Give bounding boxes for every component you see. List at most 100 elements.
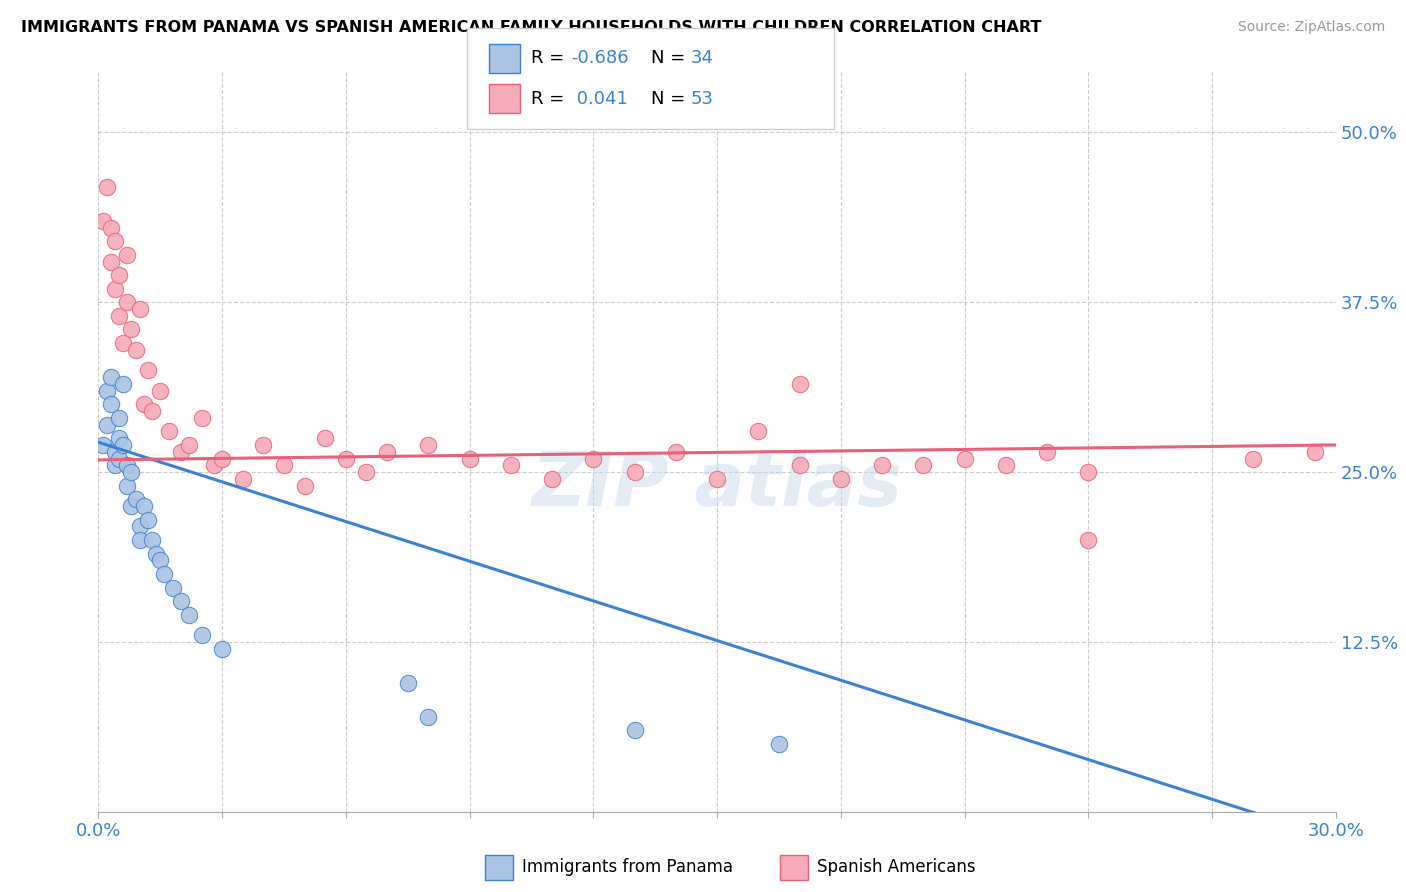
- Point: [91, 438, 114, 452]
- Point: [128, 302, 150, 317]
- Point: [541, 472, 564, 486]
- Point: [202, 458, 225, 473]
- Text: N =: N =: [651, 89, 690, 108]
- Point: [190, 410, 212, 425]
- Point: [128, 519, 150, 533]
- Point: [108, 451, 131, 466]
- Point: [170, 594, 193, 608]
- Point: [112, 438, 135, 452]
- Text: ZIP atlas: ZIP atlas: [531, 450, 903, 523]
- Text: 53: 53: [690, 89, 713, 108]
- Point: [356, 465, 378, 479]
- Point: [294, 478, 316, 492]
- Point: [179, 438, 201, 452]
- Text: Source: ZipAtlas.com: Source: ZipAtlas.com: [1237, 20, 1385, 34]
- Point: [117, 458, 139, 473]
- Point: [190, 628, 212, 642]
- Point: [96, 179, 118, 194]
- Point: [623, 465, 645, 479]
- Text: Spanish Americans: Spanish Americans: [817, 858, 976, 876]
- Point: [104, 282, 127, 296]
- Point: [232, 472, 254, 486]
- Point: [994, 458, 1017, 473]
- Point: [91, 214, 114, 228]
- Text: 0.041: 0.041: [571, 89, 627, 108]
- Point: [153, 566, 176, 581]
- Point: [108, 309, 131, 323]
- Point: [499, 458, 522, 473]
- Point: [100, 254, 122, 268]
- Point: [141, 404, 163, 418]
- Point: [124, 343, 146, 357]
- Point: [418, 709, 440, 723]
- Point: [149, 384, 172, 398]
- Text: Immigrants from Panama: Immigrants from Panama: [522, 858, 733, 876]
- Point: [96, 417, 118, 432]
- Point: [136, 363, 159, 377]
- Text: IMMIGRANTS FROM PANAMA VS SPANISH AMERICAN FAMILY HOUSEHOLDS WITH CHILDREN CORRE: IMMIGRANTS FROM PANAMA VS SPANISH AMERIC…: [21, 20, 1042, 35]
- Point: [314, 431, 336, 445]
- Point: [162, 581, 184, 595]
- Point: [108, 268, 131, 282]
- Point: [112, 376, 135, 391]
- Text: -0.686: -0.686: [571, 49, 628, 68]
- Text: R =: R =: [531, 89, 571, 108]
- Point: [789, 376, 811, 391]
- Point: [149, 553, 172, 567]
- Point: [623, 723, 645, 738]
- Text: N =: N =: [651, 49, 690, 68]
- Point: [211, 451, 233, 466]
- Point: [418, 438, 440, 452]
- Point: [120, 499, 142, 513]
- Point: [120, 465, 142, 479]
- Point: [128, 533, 150, 547]
- Point: [1036, 444, 1059, 458]
- Point: [1303, 444, 1326, 458]
- Point: [747, 425, 769, 439]
- Point: [136, 513, 159, 527]
- Point: [582, 451, 605, 466]
- Point: [120, 322, 142, 336]
- Point: [211, 641, 233, 656]
- Point: [104, 458, 127, 473]
- Point: [335, 451, 357, 466]
- Point: [830, 472, 852, 486]
- Point: [1241, 451, 1264, 466]
- Point: [104, 234, 127, 248]
- Point: [132, 397, 155, 411]
- Point: [108, 431, 131, 445]
- Point: [108, 410, 131, 425]
- Point: [768, 737, 790, 751]
- Point: [100, 397, 122, 411]
- Point: [117, 295, 139, 310]
- Point: [145, 547, 167, 561]
- Point: [665, 444, 688, 458]
- Point: [273, 458, 295, 473]
- Point: [870, 458, 893, 473]
- Point: [706, 472, 728, 486]
- Point: [179, 607, 201, 622]
- Point: [953, 451, 976, 466]
- Point: [100, 220, 122, 235]
- Point: [789, 458, 811, 473]
- Point: [1077, 465, 1099, 479]
- Point: [170, 444, 193, 458]
- Point: [104, 444, 127, 458]
- Point: [157, 425, 180, 439]
- Point: [396, 675, 419, 690]
- Point: [912, 458, 935, 473]
- Point: [96, 384, 118, 398]
- Text: 34: 34: [690, 49, 713, 68]
- Point: [100, 370, 122, 384]
- Point: [458, 451, 481, 466]
- Point: [252, 438, 274, 452]
- Point: [1077, 533, 1099, 547]
- Text: R =: R =: [531, 49, 571, 68]
- Point: [124, 492, 146, 507]
- Point: [141, 533, 163, 547]
- Point: [117, 478, 139, 492]
- Point: [375, 444, 398, 458]
- Point: [117, 248, 139, 262]
- Point: [132, 499, 155, 513]
- Point: [112, 336, 135, 351]
